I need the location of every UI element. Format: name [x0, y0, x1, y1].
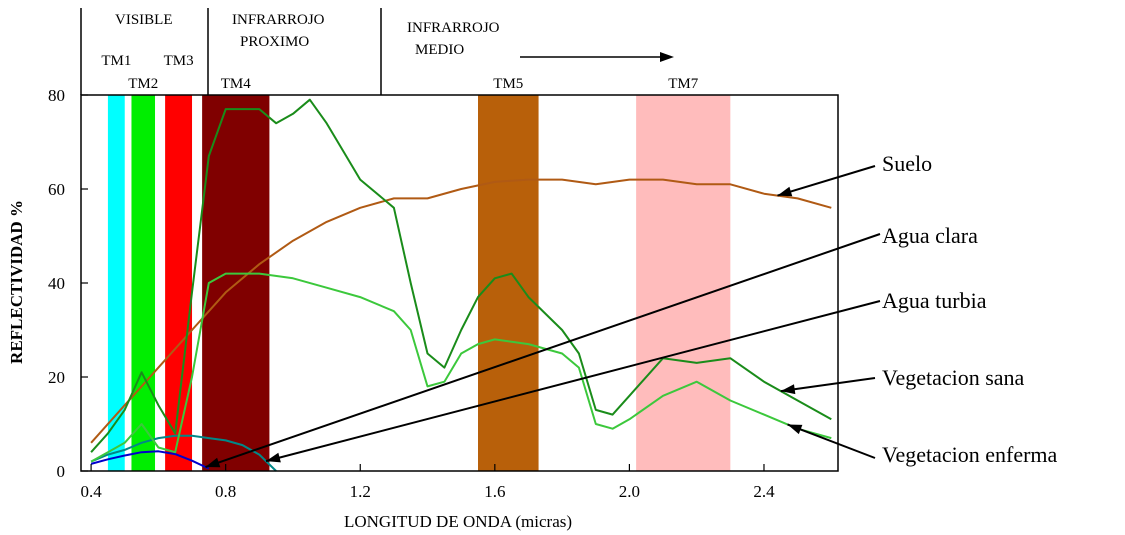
- callout-arrow-agua-turbia: [266, 452, 281, 463]
- band-label-tm7: TM7: [668, 76, 699, 92]
- axes: 0.4 0.8 1.2 1.6 2.0 2.4 0 20 40 60 80: [48, 86, 775, 501]
- band-label-tm2: TM2: [128, 76, 158, 92]
- band-label-tm1: TM1: [101, 53, 131, 69]
- callout-label-suelo: Suelo: [882, 151, 932, 176]
- series-vegetacion-enferma: [90, 272, 832, 463]
- y-tick-label: 0: [57, 462, 66, 481]
- callout-line-agua-clara: [205, 233, 881, 468]
- region-label-infrarrojo-proximo: INFRARROJO PROXIMO: [232, 12, 325, 50]
- callout-line-agua-turbia: [265, 300, 881, 463]
- x-tick-label: 2.4: [753, 482, 775, 501]
- series-vegetacion-sana: [90, 98, 832, 453]
- band-tm3: [165, 95, 193, 471]
- band-tm2: [131, 95, 156, 471]
- spectral-regions: VISIBLE INFRARROJO PROXIMO INFRARROJO MEDIO: [80, 8, 674, 95]
- callout-line-suelo: [777, 165, 876, 197]
- y-tick-label: 60: [48, 180, 65, 199]
- callout-line-vegetacion-sana: [780, 377, 876, 393]
- y-tick-label: 80: [48, 86, 65, 105]
- y-tick-label: 40: [48, 274, 65, 293]
- band-label-tm5: TM5: [493, 76, 523, 92]
- band-tm1: [107, 95, 125, 471]
- x-tick-label: 2.0: [619, 482, 640, 501]
- band-label-tm3: TM3: [164, 53, 194, 69]
- region-label-infrarrojo-medio: INFRARROJO MEDIO: [407, 20, 500, 58]
- region-label-visible: VISIBLE: [115, 12, 173, 28]
- callout-line-vegetacion-enferma: [787, 423, 876, 459]
- callout-label-agua-clara: Agua clara: [882, 223, 978, 248]
- region-arrow-head: [660, 52, 674, 62]
- band-tm5: [478, 95, 539, 471]
- callout-arrow-vegetacion-sana: [780, 384, 796, 395]
- series-agua-clara: [90, 450, 210, 470]
- callout-arrow-suelo: [777, 186, 793, 197]
- series-suelo: [90, 178, 832, 444]
- callout-label-vegetacion-enferma: Vegetacion enferma: [882, 442, 1058, 467]
- series-callouts: Suelo Agua clara Agua turbia Vegetacion san…: [205, 151, 1058, 468]
- series-agua-turbia: [90, 434, 277, 472]
- x-tick-label: 0.4: [80, 482, 102, 501]
- band-label-tm4: TM4: [221, 76, 252, 92]
- y-axis-label: REFLECTIVIDAD %: [7, 200, 26, 364]
- band-tm7: [636, 95, 731, 471]
- x-tick-label: 1.2: [350, 482, 371, 501]
- callout-label-agua-turbia: Agua turbia: [882, 288, 987, 313]
- callout-label-vegetacion-sana: Vegetacion sana: [882, 365, 1025, 390]
- x-axis-label: LONGITUD DE ONDA (micras): [344, 512, 572, 531]
- y-tick-label: 20: [48, 368, 65, 387]
- x-tick-label: 1.6: [484, 482, 505, 501]
- callout-arrow-agua-clara: [205, 457, 221, 468]
- callout-arrow-vegetacion-enferma: [787, 424, 803, 435]
- x-tick-label: 0.8: [215, 482, 236, 501]
- reflectance-curves: [90, 98, 832, 472]
